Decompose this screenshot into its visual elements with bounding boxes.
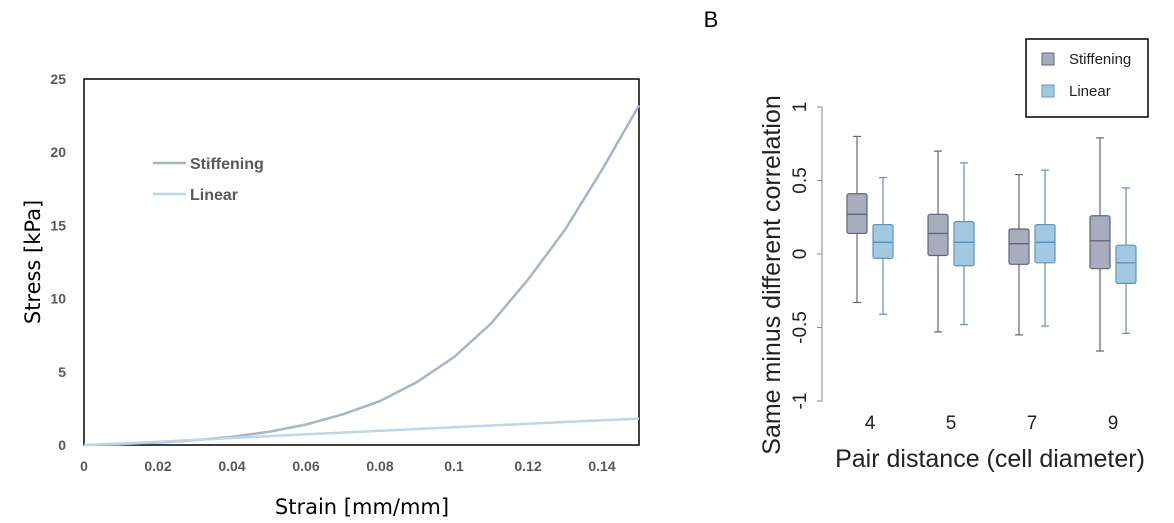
x-tick-label: 5 xyxy=(946,413,957,434)
x-tick-label: 0.04 xyxy=(218,458,245,474)
series-line-linear xyxy=(83,417,640,447)
iqr-box xyxy=(1089,215,1111,270)
legend-frame xyxy=(1025,38,1149,118)
legend-label: Linear xyxy=(190,187,238,204)
correlation-boxplot: B 1 0.5 0 -0.5 -1 4 5 7 9 Stiffening Linear Pair… xyxy=(704,7,1149,473)
iqr-box xyxy=(1034,224,1056,264)
y-tick-label: 5 xyxy=(58,364,66,380)
y-tick-label: -0.5 xyxy=(790,311,811,344)
box-groups xyxy=(846,135,1137,352)
y-tick-labels: 1 0.5 0 -0.5 -1 xyxy=(790,102,822,410)
x-tick-label: 0 xyxy=(80,458,88,474)
box-stiffening-7 xyxy=(1008,174,1030,336)
legend-swatch xyxy=(1041,52,1055,66)
x-axis-label: Pair distance (cell diameter) xyxy=(835,445,1145,473)
y-tick-label: 15 xyxy=(50,217,66,233)
x-tick-label: 0.14 xyxy=(588,458,615,474)
y-tick-label: 0 xyxy=(790,249,811,260)
x-tick-label: 0.02 xyxy=(144,458,171,474)
x-tick-label: 0.08 xyxy=(366,458,393,474)
x-axis-label: Strain [mm/mm] xyxy=(275,495,449,519)
x-tick-label: 4 xyxy=(865,413,876,434)
box-linear-5 xyxy=(953,162,975,326)
panel-label-b: B xyxy=(704,7,719,32)
iqr-box xyxy=(1008,228,1030,265)
box-stiffening-9 xyxy=(1089,137,1111,352)
x-tick-label: 0.06 xyxy=(292,458,319,474)
series-line-stiffening xyxy=(83,104,641,447)
iqr-box xyxy=(872,224,894,260)
box-linear-4 xyxy=(872,176,894,315)
legend-label: Linear xyxy=(1069,83,1111,100)
y-tick-label: 25 xyxy=(50,71,66,87)
x-tick-labels: 4 5 7 9 xyxy=(865,413,1119,434)
y-tick-labels: 0 5 10 15 20 25 xyxy=(50,71,66,453)
iqr-box xyxy=(1115,244,1137,284)
x-tick-label: 0.12 xyxy=(514,458,541,474)
x-tick-label: 9 xyxy=(1108,413,1119,434)
legend-label: Stiffening xyxy=(1069,51,1131,68)
x-tick-label: 7 xyxy=(1027,413,1038,434)
y-tick-label: -1 xyxy=(790,393,811,410)
y-tick-label: 20 xyxy=(50,144,66,160)
y-axis-label: Same minus different correlation xyxy=(758,95,786,454)
legend-label: Stiffening xyxy=(190,156,264,173)
y-axis-label: Stress [kPa] xyxy=(21,200,45,324)
iqr-box xyxy=(953,221,975,267)
box-stiffening-5 xyxy=(927,150,949,333)
y-tick-label: 0.5 xyxy=(790,167,811,193)
x-tick-labels: 0 0.02 0.04 0.06 0.08 0.1 0.12 0.14 xyxy=(80,458,616,474)
y-tick-label: 0 xyxy=(58,437,66,453)
iqr-box xyxy=(846,193,868,235)
y-tick-label: 10 xyxy=(50,291,66,307)
box-stiffening-4 xyxy=(846,135,868,304)
plot-area-frame xyxy=(83,78,640,446)
y-tick-label: 1 xyxy=(790,102,811,113)
legend: Stiffening Linear xyxy=(1025,38,1149,118)
series-lines xyxy=(83,104,641,447)
legend-swatch xyxy=(1041,84,1055,98)
x-tick-label: 0.1 xyxy=(444,458,464,474)
iqr-box xyxy=(927,213,949,257)
box-linear-9 xyxy=(1115,187,1137,334)
legend: Stiffening Linear xyxy=(153,156,264,204)
box-linear-7 xyxy=(1034,169,1056,327)
